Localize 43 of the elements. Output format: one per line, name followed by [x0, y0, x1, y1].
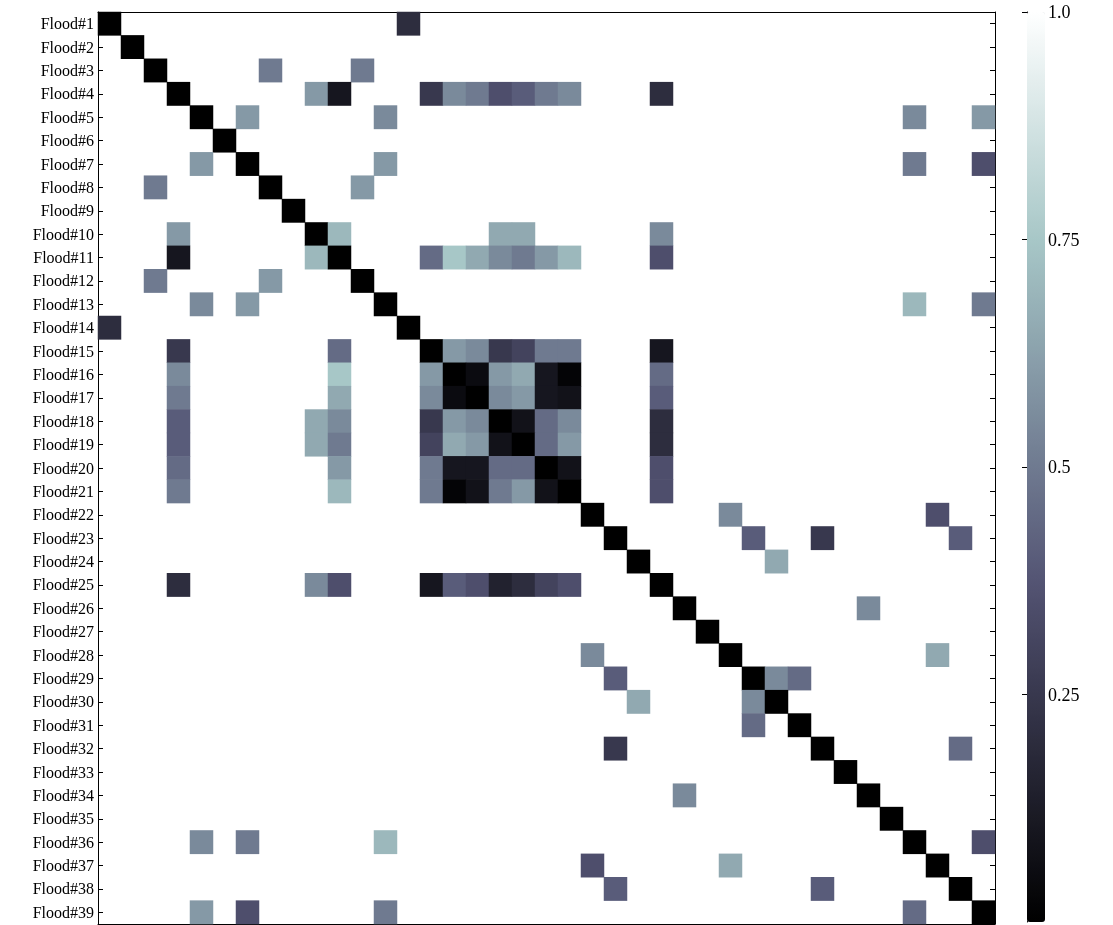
y-tick-label: Flood#18: [32, 412, 94, 430]
y-tick-label: Flood#24: [32, 553, 94, 571]
color-bar-label: 0.5: [1048, 457, 1071, 477]
y-tick-label: Flood#4: [40, 85, 94, 103]
y-tick-label: Flood#9: [40, 202, 94, 220]
color-bar-label: 0.25: [1048, 684, 1080, 705]
y-tick-label: Flood#36: [32, 833, 94, 851]
y-tick-label: Flood#34: [32, 786, 94, 804]
y-tick-label: Flood#13: [32, 295, 94, 313]
y-tick-label: Flood#29: [32, 669, 94, 687]
y-tick-label: Flood#25: [32, 576, 94, 594]
y-tick-label: Flood#37: [32, 857, 94, 875]
y-tick-label: Flood#1: [40, 15, 94, 33]
y-tick-label: Flood#8: [40, 178, 94, 196]
y-tick-label: Flood#26: [32, 599, 94, 617]
y-tick-label: Flood#20: [32, 459, 94, 477]
y-tick-label: Flood#30: [32, 693, 94, 711]
y-tick-label: Flood#23: [32, 529, 94, 547]
y-tick-label: Flood#19: [32, 436, 94, 454]
y-tick-label: Flood#7: [40, 155, 94, 173]
y-tick-label: Flood#10: [32, 225, 94, 243]
y-tick-label: Flood#28: [32, 646, 94, 664]
y-tick-label: Flood#21: [32, 482, 94, 500]
y-tick-label: Flood#11: [33, 249, 94, 267]
y-tick-label: Flood#17: [32, 389, 94, 407]
y-tick-label: Flood#33: [32, 763, 94, 781]
y-tick-label: Flood#27: [32, 623, 94, 641]
y-tick-label: Flood#6: [40, 132, 94, 150]
y-tick-label: Flood#2: [40, 38, 94, 56]
color-bar-label: 1.0: [1048, 2, 1071, 22]
y-tick-label: Flood#5: [40, 108, 94, 126]
color-bar-label: 0.75: [1048, 229, 1080, 250]
y-tick-label: Flood#12: [32, 272, 94, 290]
y-tick-label: Flood#38: [32, 880, 94, 898]
y-tick-label: Flood#16: [32, 365, 94, 383]
y-tick-label: Flood#35: [32, 810, 94, 828]
y-tick-label: Flood#15: [32, 342, 94, 360]
y-tick-label: Flood#3: [40, 61, 94, 79]
y-tick-label: Flood#31: [32, 716, 94, 734]
y-tick-label: Flood#14: [32, 319, 94, 337]
y-tick-label: Flood#32: [32, 740, 94, 758]
y-tick-label: Flood#22: [32, 506, 94, 524]
y-tick-label: Flood#39: [32, 903, 94, 921]
